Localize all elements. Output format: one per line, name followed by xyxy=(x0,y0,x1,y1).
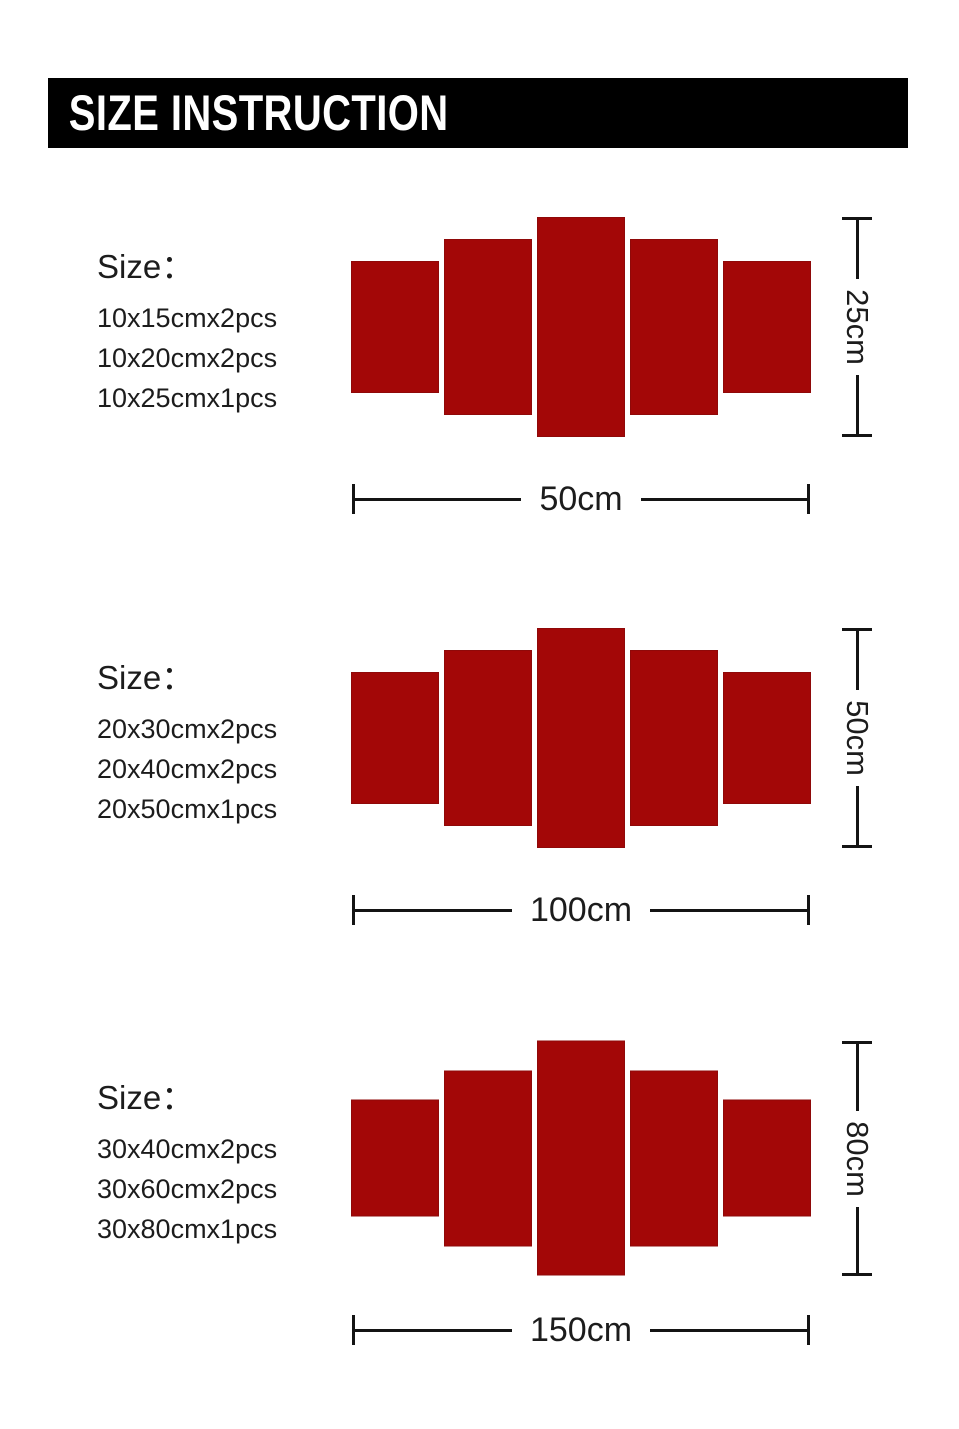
canvas-panel xyxy=(351,672,439,804)
size-spec-line: 20x30cmx2pcs xyxy=(97,714,278,744)
height-dimension: 80cm xyxy=(840,1041,875,1276)
canvas-panel xyxy=(723,1099,811,1217)
canvas-panel xyxy=(351,1099,439,1217)
dimension-line xyxy=(855,220,859,279)
dimension-line xyxy=(855,631,859,690)
height-dimension-label: 25cm xyxy=(840,289,875,365)
width-dimension-label: 150cm xyxy=(529,1310,633,1349)
dimension-line xyxy=(855,375,859,434)
dimension-line xyxy=(650,1328,807,1332)
width-dimension-label: 50cm xyxy=(539,479,623,518)
size-label: Size： xyxy=(97,248,195,285)
canvas-panel xyxy=(723,672,811,804)
size-instruction-header: SIZE INSTRUCTION xyxy=(48,78,908,148)
dimension-line xyxy=(855,786,859,845)
dimension-tick xyxy=(842,1273,872,1276)
height-dimension-label-box: 80cm xyxy=(840,1111,875,1207)
canvas-panel xyxy=(444,650,532,826)
size-spec-line: 20x50cmx1pcs xyxy=(97,794,278,824)
canvas-panel xyxy=(444,1070,532,1246)
size-spec-block: Size： 30x40cmx2pcs 30x60cmx2pcs 30x80cmx… xyxy=(97,1071,277,1249)
dimension-tick xyxy=(807,1315,810,1345)
size-label: Size： xyxy=(97,659,195,696)
dimension-line xyxy=(355,497,522,501)
canvas-panel xyxy=(630,239,718,415)
size-spec-line: 30x60cmx2pcs xyxy=(97,1174,278,1204)
dimension-tick xyxy=(352,484,355,514)
dimension-tick xyxy=(842,217,872,220)
canvas-panel xyxy=(537,217,625,437)
height-dimension-label-box: 25cm xyxy=(840,279,875,375)
canvas-panel xyxy=(537,628,625,848)
canvas-panel-group xyxy=(351,1040,811,1276)
dimension-tick xyxy=(842,1041,872,1044)
size-section-small: Size： 10x15cmx2pcs 10x20cmx2pcs 10x25cmx… xyxy=(0,207,959,518)
dimension-line xyxy=(640,497,808,501)
size-spec-line: 30x40cmx2pcs xyxy=(97,1134,278,1164)
dimension-tick xyxy=(842,628,872,631)
dimension-tick xyxy=(352,1315,355,1345)
size-spec-line: 10x20cmx2pcs xyxy=(97,343,278,373)
canvas-panel xyxy=(630,650,718,826)
height-dimension-label: 80cm xyxy=(840,1120,875,1197)
canvas-panel xyxy=(537,1040,625,1276)
canvas-panel-group xyxy=(351,628,811,848)
canvas-panel xyxy=(351,261,439,393)
size-spec-line: 10x15cmx2pcs xyxy=(97,303,278,333)
canvas-panel xyxy=(630,1070,718,1246)
size-spec-block: Size： 20x30cmx2pcs 20x40cmx2pcs 20x50cmx… xyxy=(97,651,277,829)
canvas-panel xyxy=(723,261,811,393)
dimension-line xyxy=(855,1206,859,1273)
canvas-panel-group xyxy=(351,217,811,437)
canvas-panel xyxy=(444,239,532,415)
width-dimension: 100cm xyxy=(352,891,810,929)
size-section-large: Size： 30x40cmx2pcs 30x60cmx2pcs 30x80cmx… xyxy=(0,1038,959,1349)
height-dimension-label: 50cm xyxy=(840,700,875,776)
dimension-line xyxy=(650,908,807,912)
size-spec-block: Size： 10x15cmx2pcs 10x20cmx2pcs 10x25cmx… xyxy=(97,240,277,418)
dimension-tick xyxy=(842,845,872,848)
dimension-tick xyxy=(352,895,355,925)
width-dimension: 150cm xyxy=(352,1311,810,1349)
dimension-line xyxy=(355,908,512,912)
size-section-medium: Size： 20x30cmx2pcs 20x40cmx2pcs 20x50cmx… xyxy=(0,618,959,929)
size-spec-line: 30x80cmx1pcs xyxy=(97,1214,278,1244)
size-label: Size： xyxy=(97,1079,195,1116)
dimension-line xyxy=(355,1328,512,1332)
dimension-tick xyxy=(807,484,811,514)
dimension-tick xyxy=(842,434,872,437)
size-spec-line: 10x25cmx1pcs xyxy=(97,383,278,413)
height-dimension: 50cm xyxy=(840,628,875,848)
page-title: SIZE INSTRUCTION xyxy=(68,85,449,141)
height-dimension: 25cm xyxy=(840,217,875,437)
width-dimension: 50cm xyxy=(352,480,811,518)
width-dimension-label: 100cm xyxy=(529,890,633,929)
height-dimension-label-box: 50cm xyxy=(840,690,875,786)
dimension-tick xyxy=(807,895,810,925)
dimension-line xyxy=(855,1044,859,1111)
size-spec-line: 20x40cmx2pcs xyxy=(97,754,278,784)
